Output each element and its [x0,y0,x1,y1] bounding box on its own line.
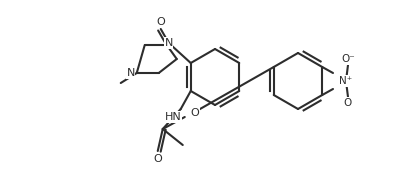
Text: HN: HN [164,112,181,122]
Text: O: O [344,98,352,108]
Text: O⁻: O⁻ [341,54,355,64]
Text: O: O [156,17,165,27]
Text: N: N [165,38,173,48]
Text: O: O [191,108,199,118]
Text: O: O [153,154,162,164]
Text: N⁺: N⁺ [339,76,353,86]
Text: N: N [126,68,135,78]
